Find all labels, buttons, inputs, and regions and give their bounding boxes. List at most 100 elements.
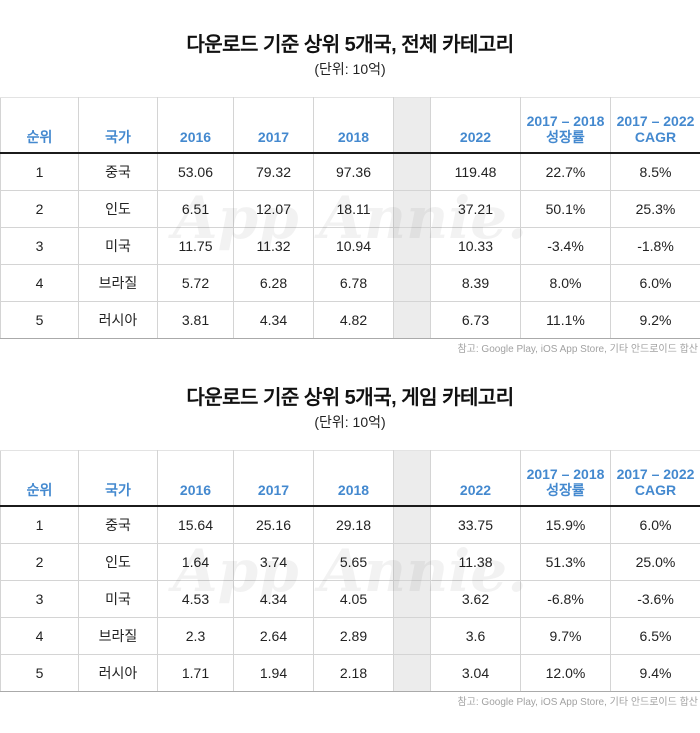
col-header-cagr-label: CAGR (611, 129, 700, 145)
downloads-table-games: 순위 국가 2016 2017 2018 2022 2017 – 2018 성장… (0, 450, 700, 692)
rank-cell: 2 (1, 544, 79, 581)
table-subtitle-unit: (단위: 10억) (0, 414, 700, 431)
header-row: 순위 국가 2016 2017 2018 2022 2017 – 2018 성장… (1, 98, 700, 154)
cagr-cell: 9.4% (611, 655, 700, 692)
country-cell: 러시아 (79, 302, 158, 339)
rank-cell: 1 (1, 506, 79, 544)
cagr-cell: 9.2% (611, 302, 700, 339)
value-2022-cell: 33.75 (431, 506, 521, 544)
table-row: 4 브라질 5.72 6.28 6.78 8.39 8.0% 6.0% (1, 265, 700, 302)
source-note: 참고: Google Play, iOS App Store, 기타 안드로이드… (0, 344, 700, 356)
col-header-2017: 2017 (234, 98, 314, 154)
value-2018-cell: 6.78 (314, 265, 394, 302)
value-2018-cell: 10.94 (314, 228, 394, 265)
value-2018-cell: 29.18 (314, 506, 394, 544)
value-2018-cell: 18.11 (314, 191, 394, 228)
table-row: 5 러시아 1.71 1.94 2.18 3.04 12.0% 9.4% (1, 655, 700, 692)
col-header-cagr-years: 2017 – 2022 (611, 113, 700, 129)
col-header-growth: 2017 – 2018 성장률 (521, 451, 611, 507)
value-2017-cell: 11.32 (234, 228, 314, 265)
value-2016-cell: 6.51 (158, 191, 234, 228)
value-2017-cell: 1.94 (234, 655, 314, 692)
value-2018-cell: 2.89 (314, 618, 394, 655)
growth-cell: -6.8% (521, 581, 611, 618)
value-2017-cell: 79.32 (234, 153, 314, 191)
header-row: 순위 국가 2016 2017 2018 2022 2017 – 2018 성장… (1, 451, 700, 507)
col-header-rank: 순위 (1, 451, 79, 507)
value-2018-cell: 4.82 (314, 302, 394, 339)
growth-cell: 22.7% (521, 153, 611, 191)
growth-cell: 12.0% (521, 655, 611, 692)
downloads-table-all: 순위 국가 2016 2017 2018 2022 2017 – 2018 성장… (0, 97, 700, 339)
country-cell: 중국 (79, 153, 158, 191)
spacer-cell (394, 506, 431, 544)
spacer-cell (394, 302, 431, 339)
value-2017-cell: 2.64 (234, 618, 314, 655)
rank-cell: 3 (1, 228, 79, 265)
value-2017-cell: 12.07 (234, 191, 314, 228)
value-2022-cell: 3.6 (431, 618, 521, 655)
col-header-cagr: 2017 – 2022 CAGR (611, 451, 700, 507)
table-row: 3 미국 4.53 4.34 4.05 3.62 -6.8% -3.6% (1, 581, 700, 618)
value-2018-cell: 2.18 (314, 655, 394, 692)
spacer-column-header (394, 451, 431, 507)
spacer-cell (394, 265, 431, 302)
table-row: 4 브라질 2.3 2.64 2.89 3.6 9.7% 6.5% (1, 618, 700, 655)
value-2022-cell: 11.38 (431, 544, 521, 581)
spacer-cell (394, 655, 431, 692)
growth-cell: 15.9% (521, 506, 611, 544)
value-2016-cell: 4.53 (158, 581, 234, 618)
col-header-2016: 2016 (158, 451, 234, 507)
col-header-rank: 순위 (1, 98, 79, 154)
value-2016-cell: 3.81 (158, 302, 234, 339)
table-title-all-categories: 다운로드 기준 상위 5개국, 전체 카테고리 (0, 33, 700, 58)
value-2022-cell: 3.62 (431, 581, 521, 618)
value-2016-cell: 5.72 (158, 265, 234, 302)
table-games-category: App Annie. 순위 국가 2016 2017 2018 2022 201… (0, 450, 700, 692)
source-note: 참고: Google Play, iOS App Store, 기타 안드로이드… (0, 697, 700, 709)
growth-cell: -3.4% (521, 228, 611, 265)
rank-cell: 4 (1, 618, 79, 655)
col-header-growth-years: 2017 – 2018 (521, 466, 610, 482)
value-2018-cell: 4.05 (314, 581, 394, 618)
value-2022-cell: 3.04 (431, 655, 521, 692)
growth-cell: 9.7% (521, 618, 611, 655)
table-subtitle-unit: (단위: 10억) (0, 61, 700, 78)
rank-cell: 3 (1, 581, 79, 618)
col-header-2022: 2022 (431, 451, 521, 507)
col-header-growth: 2017 – 2018 성장률 (521, 98, 611, 154)
col-header-growth-years: 2017 – 2018 (521, 113, 610, 129)
country-cell: 인도 (79, 544, 158, 581)
col-header-country: 국가 (79, 98, 158, 154)
country-cell: 러시아 (79, 655, 158, 692)
section-games-category: 다운로드 기준 상위 5개국, 게임 카테고리 (단위: 10억) App An… (0, 386, 700, 709)
col-header-cagr: 2017 – 2022 CAGR (611, 98, 700, 154)
cagr-cell: -1.8% (611, 228, 700, 265)
table-row: 2 인도 1.64 3.74 5.65 11.38 51.3% 25.0% (1, 544, 700, 581)
cagr-cell: 25.0% (611, 544, 700, 581)
col-header-2018: 2018 (314, 98, 394, 154)
table-row: 5 러시아 3.81 4.34 4.82 6.73 11.1% 9.2% (1, 302, 700, 339)
value-2017-cell: 6.28 (234, 265, 314, 302)
value-2022-cell: 119.48 (431, 153, 521, 191)
cagr-cell: 6.0% (611, 265, 700, 302)
value-2016-cell: 2.3 (158, 618, 234, 655)
value-2017-cell: 25.16 (234, 506, 314, 544)
cagr-cell: 6.5% (611, 618, 700, 655)
value-2018-cell: 97.36 (314, 153, 394, 191)
country-cell: 인도 (79, 191, 158, 228)
value-2022-cell: 8.39 (431, 265, 521, 302)
value-2016-cell: 11.75 (158, 228, 234, 265)
col-header-2016: 2016 (158, 98, 234, 154)
growth-cell: 8.0% (521, 265, 611, 302)
table-all-categories: App Annie. 순위 국가 2016 2017 2018 2022 201… (0, 97, 700, 339)
col-header-2017: 2017 (234, 451, 314, 507)
growth-cell: 11.1% (521, 302, 611, 339)
rank-cell: 4 (1, 265, 79, 302)
spacer-cell (394, 153, 431, 191)
value-2022-cell: 6.73 (431, 302, 521, 339)
cagr-cell: 25.3% (611, 191, 700, 228)
spacer-cell (394, 581, 431, 618)
growth-cell: 51.3% (521, 544, 611, 581)
value-2017-cell: 3.74 (234, 544, 314, 581)
